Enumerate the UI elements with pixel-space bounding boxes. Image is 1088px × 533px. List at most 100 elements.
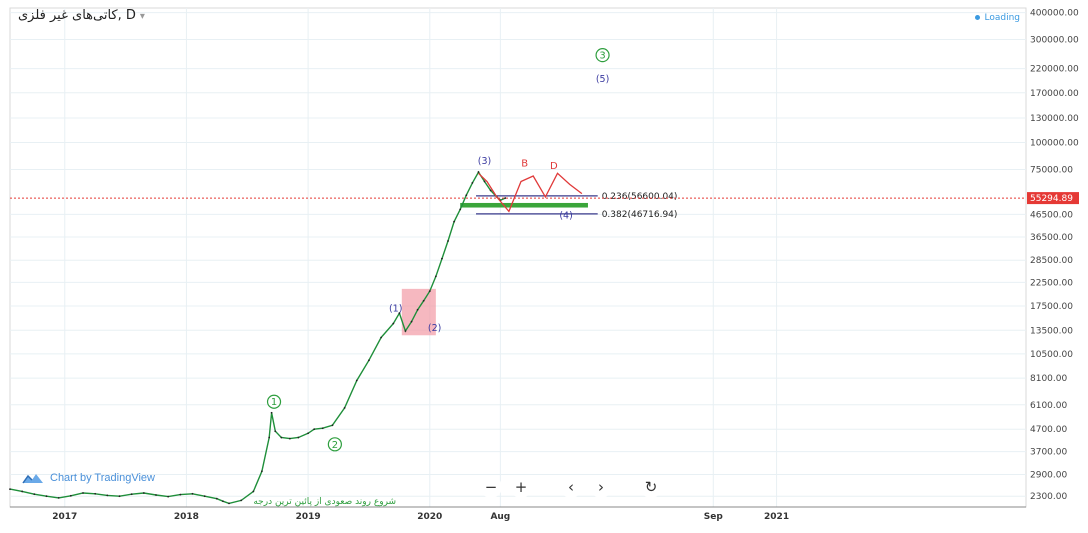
price-point bbox=[268, 436, 271, 439]
scroll-right-button[interactable]: › bbox=[590, 476, 612, 498]
price-point bbox=[422, 299, 425, 302]
tradingview-branding[interactable]: Chart by TradingView bbox=[22, 472, 155, 484]
y-tick-label: 100000.00 bbox=[1030, 139, 1079, 149]
x-tick-label: 2021 bbox=[764, 512, 789, 522]
y-tick-label: 300000.00 bbox=[1030, 36, 1079, 46]
x-tick-label: 2017 bbox=[52, 512, 77, 522]
price-point bbox=[45, 495, 48, 498]
wave-label: 1 bbox=[271, 397, 277, 408]
price-point bbox=[459, 208, 462, 211]
price-point bbox=[489, 189, 492, 192]
price-point bbox=[321, 427, 324, 430]
reset-button[interactable]: ↻ bbox=[640, 476, 662, 498]
price-point bbox=[447, 240, 449, 242]
price-point bbox=[21, 490, 24, 493]
y-tick-label: 170000.00 bbox=[1030, 89, 1079, 99]
y-tick-label: 46500.00 bbox=[1030, 210, 1073, 220]
annotation-note: شروع روند صعودی از پائین ترین درجه bbox=[253, 497, 396, 507]
price-point bbox=[504, 197, 507, 199]
current-price-label: 55294.89 bbox=[1030, 194, 1073, 204]
corrective-wave-line bbox=[478, 172, 583, 213]
price-point bbox=[313, 428, 316, 431]
price-point bbox=[215, 497, 218, 500]
price-point bbox=[82, 492, 84, 494]
price-point bbox=[228, 502, 230, 505]
fib-level-label: 0.236(56600.04) bbox=[602, 192, 678, 202]
price-point bbox=[331, 424, 334, 427]
price-point bbox=[9, 488, 11, 491]
y-tick-label: 22500.00 bbox=[1030, 278, 1073, 288]
x-tick-label: Sep bbox=[704, 512, 724, 522]
price-point bbox=[240, 499, 243, 502]
y-tick-label: 3700.00 bbox=[1030, 448, 1067, 458]
plot-frame bbox=[9, 7, 1027, 508]
y-tick-label: 28500.00 bbox=[1030, 256, 1073, 266]
fib-level-label: 0.382(46716.94) bbox=[602, 210, 678, 220]
price-point bbox=[434, 275, 437, 278]
wave-label: D bbox=[550, 161, 558, 172]
price-point bbox=[69, 494, 72, 497]
price-point bbox=[142, 492, 145, 494]
price-point bbox=[307, 432, 310, 435]
chevron-down-icon[interactable]: ▾ bbox=[139, 11, 145, 22]
wave-circle-marker bbox=[327, 437, 342, 452]
price-point bbox=[118, 495, 121, 498]
price-point bbox=[179, 493, 182, 496]
scroll-left-button[interactable]: ‹ bbox=[560, 476, 582, 498]
price-point bbox=[130, 493, 133, 496]
x-tick-label: 2020 bbox=[417, 512, 442, 522]
y-tick-label: 6100.00 bbox=[1030, 401, 1067, 411]
loading-text: Loading bbox=[984, 13, 1020, 23]
y-tick-label: 400000.00 bbox=[1030, 9, 1079, 19]
price-point bbox=[57, 496, 60, 499]
wave-label: 2 bbox=[332, 440, 338, 451]
wave-label: (3) bbox=[478, 156, 491, 167]
price-point bbox=[380, 336, 383, 339]
y-tick-label: 75000.00 bbox=[1030, 166, 1073, 176]
price-point bbox=[416, 308, 419, 311]
chart-toolbar: − + ‹ › ↻ bbox=[480, 476, 662, 498]
price-point bbox=[343, 406, 346, 409]
price-point bbox=[428, 290, 431, 293]
tradingview-logo-icon bbox=[22, 474, 43, 484]
price-point bbox=[465, 194, 468, 197]
price-point bbox=[288, 437, 291, 440]
price-point bbox=[222, 500, 224, 503]
price-point bbox=[398, 312, 401, 315]
wave-label: 3 bbox=[599, 51, 605, 62]
price-point bbox=[260, 470, 263, 473]
y-tick-label: 220000.00 bbox=[1030, 65, 1079, 75]
y-tick-label: 13500.00 bbox=[1030, 326, 1073, 336]
price-point bbox=[368, 359, 370, 362]
price-point bbox=[203, 495, 206, 498]
price-point bbox=[155, 494, 157, 496]
y-tick-label: 4700.00 bbox=[1030, 425, 1067, 435]
price-point bbox=[106, 494, 109, 497]
price-point bbox=[483, 180, 486, 183]
x-tick-label: Aug bbox=[490, 512, 510, 522]
branding-text: Chart by TradingView bbox=[50, 472, 155, 484]
price-point bbox=[167, 495, 170, 498]
price-point bbox=[274, 430, 277, 433]
y-tick-label: 8100.00 bbox=[1030, 374, 1067, 384]
status-dot-icon bbox=[975, 15, 981, 20]
symbol-title: کاتی‌های غیر فلزی, D bbox=[18, 8, 136, 23]
price-point bbox=[191, 492, 194, 495]
price-point bbox=[471, 182, 474, 184]
wave-label: (2) bbox=[428, 323, 441, 334]
price-point bbox=[270, 411, 273, 414]
wave-label: (1) bbox=[389, 304, 402, 315]
price-point bbox=[477, 171, 480, 173]
wave-label: (5) bbox=[596, 74, 609, 85]
wave-label: (4) bbox=[559, 210, 572, 221]
price-point bbox=[297, 436, 300, 439]
zoom-in-button[interactable]: + bbox=[510, 476, 532, 498]
price-point bbox=[410, 320, 413, 323]
y-tick-label: 17500.00 bbox=[1030, 302, 1073, 312]
wave-circle-marker bbox=[595, 48, 610, 63]
zoom-out-button[interactable]: − bbox=[480, 476, 502, 498]
price-point bbox=[404, 330, 407, 332]
wave-circle-marker bbox=[266, 394, 282, 409]
